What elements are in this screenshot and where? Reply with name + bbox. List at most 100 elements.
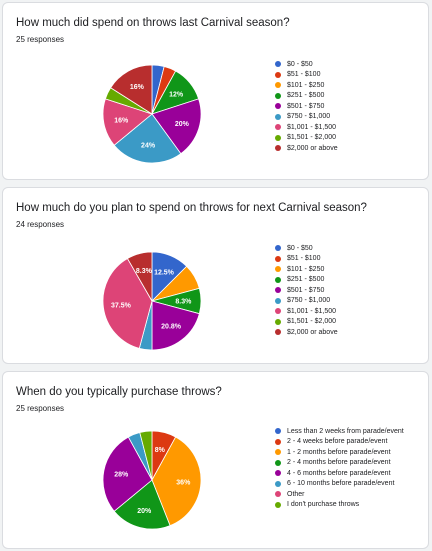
chart-legend: Less than 2 weeks from parade/event 2 - 4… — [275, 426, 404, 510]
legend-swatch — [275, 329, 281, 336]
legend-label: 6 - 10 months before parade/event — [287, 480, 395, 488]
legend-label: $1,001 - $1,500 — [287, 123, 337, 131]
legend-label: 2 - 4 weeks before parade/event — [287, 438, 388, 446]
legend-swatch — [275, 103, 281, 110]
legend-label: $251 - $500 — [287, 92, 325, 100]
legend-label: $251 - $500 — [287, 276, 325, 284]
legend-label: $1,501 - $2,000 — [287, 318, 337, 326]
response-count: 25 responses — [16, 404, 65, 413]
legend-item: $101 - $250 — [275, 80, 338, 91]
legend-swatch — [275, 61, 281, 68]
pie-chart: 8% 36% 20% 28% — [102, 430, 202, 530]
legend-label: $1,501 - $2,000 — [287, 134, 337, 142]
legend-item: Less than 2 weeks from parade/event — [275, 426, 404, 437]
legend-swatch — [275, 71, 281, 78]
legend-swatch — [275, 113, 281, 120]
legend-swatch — [275, 491, 281, 498]
pie-slice-label: 16% — [130, 84, 145, 91]
pie-slice-label: 8.3% — [175, 299, 192, 306]
legend-label: $750 - $1,000 — [287, 297, 331, 305]
legend-swatch — [275, 480, 281, 487]
legend-swatch — [275, 82, 281, 89]
legend-item: $51 - $100 — [275, 70, 338, 81]
legend-label: Less than 2 weeks from parade/event — [287, 427, 404, 435]
pie-slice-label: 16% — [114, 117, 129, 124]
legend-swatch — [275, 470, 281, 477]
legend-item: Other — [275, 489, 404, 500]
legend-swatch — [275, 459, 281, 466]
pie-slice-label: 20% — [137, 508, 152, 515]
legend-label: $2,000 or above — [287, 328, 338, 336]
legend-item: $2,000 or above — [275, 143, 338, 154]
chart-legend: $0 - $50 $51 - $100 $101 - $250 $251 - $500… — [275, 59, 338, 154]
legend-swatch — [275, 245, 281, 252]
legend-item: 2 - 4 months before parade/event — [275, 458, 404, 469]
legend-item: $750 - $1,000 — [275, 112, 338, 123]
legend-item: $1,001 - $1,500 — [275, 122, 338, 133]
legend-swatch — [275, 145, 281, 152]
legend-swatch — [275, 318, 281, 325]
pie-slice-2-4-months-before-parade-event — [113, 479, 171, 530]
pie-slice-label: 24% — [141, 143, 156, 150]
response-count: 24 responses — [16, 220, 65, 229]
legend-label: $1,001 - $1,500 — [287, 307, 337, 315]
pie-slice-2-000-or-above — [126, 251, 153, 303]
legend-item: 2 - 4 weeks before parade/event — [275, 437, 404, 448]
legend-item: $1,001 - $1,500 — [275, 306, 338, 317]
legend-item: 4 - 6 months before parade/event — [275, 468, 404, 479]
pie-slice-2-000-or-above — [110, 64, 153, 115]
question-title: When do you typically purchase throws? — [16, 386, 222, 398]
pie-slice-label: 20.8% — [161, 323, 182, 330]
pie-chart: 12% 20% 24% 16% 16% — [102, 64, 202, 164]
pie-slice-label: 37.5% — [111, 303, 132, 310]
legend-label: 4 - 6 months before parade/event — [287, 469, 391, 477]
legend-label: $51 - $100 — [287, 255, 321, 263]
legend-item: $251 - $500 — [275, 275, 338, 286]
legend-swatch — [275, 449, 281, 456]
legend-item: $101 - $250 — [275, 264, 338, 275]
legend-item: $0 - $50 — [275, 59, 338, 70]
legend-item: $0 - $50 — [275, 243, 338, 254]
legend-label: 2 - 4 months before parade/event — [287, 459, 391, 467]
legend-label: $2,000 or above — [287, 144, 338, 152]
pie-slice-label: 36% — [176, 479, 191, 486]
legend-label: $750 - $1,000 — [287, 113, 331, 121]
legend-label: I don't purchase throws — [287, 501, 360, 509]
pie-slice-4-6-months-before-parade-event — [102, 436, 153, 512]
legend-swatch — [275, 276, 281, 283]
legend-label: Other — [287, 490, 305, 498]
question-card-spend-next-season: How much do you plan to spend on throws … — [2, 187, 429, 364]
legend-swatch — [275, 266, 281, 273]
legend-item: 1 - 2 months before parade/event — [275, 447, 404, 458]
pie-slice-750-1-000 — [113, 113, 182, 164]
legend-swatch — [275, 134, 281, 141]
pie-slice-i-don-t-purchase-throws — [139, 430, 153, 481]
pie-slice-1-001-1-500 — [102, 98, 153, 146]
pie-slice-label: 28% — [114, 472, 129, 479]
question-card-spend-last-season: How much did spend on throws last Carniv… — [2, 2, 429, 180]
pie-slice-label: 12.5% — [154, 270, 175, 277]
legend-item: $1,501 - $2,000 — [275, 317, 338, 328]
pie-slice-label: 8.3% — [136, 268, 153, 275]
legend-swatch — [275, 297, 281, 304]
legend-label: $501 - $750 — [287, 102, 325, 110]
legend-swatch — [275, 438, 281, 445]
pie-slice-1-2-months-before-parade-event — [151, 436, 202, 527]
legend-label: $501 - $750 — [287, 286, 325, 294]
pie-chart: 12.5%8.3%20.8%37.5%8.3% — [102, 251, 202, 351]
response-count: 25 responses — [16, 35, 65, 44]
legend-item: 6 - 10 months before parade/event — [275, 479, 404, 490]
legend-item: $2,000 or above — [275, 327, 338, 338]
legend-item: $501 - $750 — [275, 101, 338, 112]
legend-swatch — [275, 287, 281, 294]
legend-item: $251 - $500 — [275, 91, 338, 102]
legend-swatch — [275, 124, 281, 131]
legend-swatch — [275, 92, 281, 99]
question-title: How much do you plan to spend on throws … — [16, 202, 367, 214]
question-card-purchase-timing: When do you typically purchase throws? 2… — [2, 371, 429, 549]
legend-item: $1,501 - $2,000 — [275, 133, 338, 144]
legend-swatch — [275, 308, 281, 315]
pie-slice-501-750 — [151, 300, 200, 351]
legend-item: $51 - $100 — [275, 254, 338, 265]
legend-item: I don't purchase throws — [275, 500, 404, 511]
